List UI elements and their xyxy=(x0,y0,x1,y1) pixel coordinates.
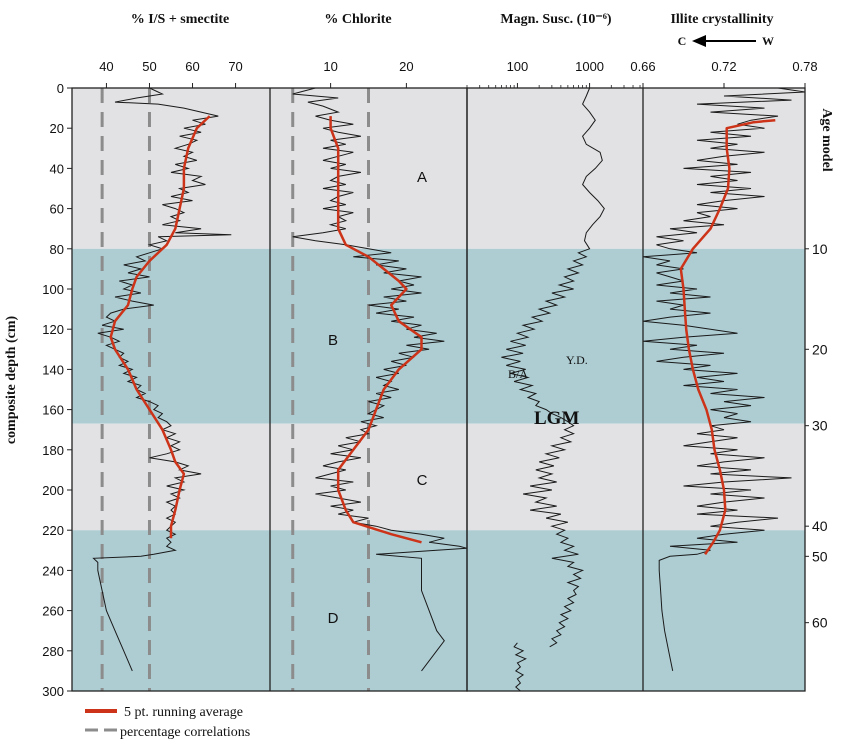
annotation-lgm: LGM xyxy=(534,408,579,429)
x-tick-label: 10 xyxy=(323,59,337,74)
raw-series-line xyxy=(501,87,605,648)
x-tick-label: 50 xyxy=(142,59,156,74)
age-tick-label: 60 xyxy=(812,615,828,631)
y-tick-label: 140 xyxy=(42,362,64,377)
legend: 5 pt. running average percentage correla… xyxy=(85,705,250,740)
zone-band-c xyxy=(72,423,805,531)
y-tick-label: 20 xyxy=(50,121,64,136)
y-tick-label: 200 xyxy=(42,483,64,498)
arrow-label-cold: C xyxy=(678,34,687,48)
zone-band-a xyxy=(72,88,805,249)
y-tick-label: 100 xyxy=(42,282,64,297)
y-tick-label: 0 xyxy=(57,81,64,96)
x-tick-label: 40 xyxy=(99,59,113,74)
legend-label-percentage-correlations: percentage correlations xyxy=(120,725,250,740)
panel-title-illite-crystallinity: Illite crystallinity xyxy=(670,12,773,27)
panel-title-smectite: % I/S + smectite xyxy=(131,12,230,27)
x-tick-label: 60 xyxy=(185,59,199,74)
zone-label-d: D xyxy=(328,610,339,627)
y-tick-label: 160 xyxy=(42,403,64,418)
y-tick-label: 40 xyxy=(50,161,64,176)
y-tick-label: 260 xyxy=(42,604,64,619)
arrow-label-warm: W xyxy=(762,34,774,48)
panel-title-magnetic-susceptibility: Magn. Susc. (10⁻⁶) xyxy=(500,12,611,27)
arrow-head-icon xyxy=(692,35,706,47)
panel-title-chlorite: % Chlorite xyxy=(324,12,391,27)
running-average-line xyxy=(109,115,211,539)
annotation-ba: B/A xyxy=(508,367,528,381)
zone-bands xyxy=(72,88,805,691)
y-tick-label: 300 xyxy=(42,684,64,699)
age-tick-label: 10 xyxy=(812,241,828,257)
raw-series-line xyxy=(513,642,527,692)
zone-band-d xyxy=(72,530,805,691)
y-tick-label: 180 xyxy=(42,443,64,458)
y-tick-label: 240 xyxy=(42,563,64,578)
y-tick-label: 80 xyxy=(50,242,64,257)
y-tick-label: 120 xyxy=(42,322,64,337)
labels: % I/S + smectite % Chlorite Magn. Susc. … xyxy=(4,12,834,627)
x-tick-label: 20 xyxy=(399,59,413,74)
reference-lines xyxy=(100,88,370,691)
raw-series-line xyxy=(292,87,468,672)
x-tick-label: 0.72 xyxy=(711,59,736,74)
zone-label-c: C xyxy=(417,472,428,489)
y-tick-label: 280 xyxy=(42,644,64,659)
panel-frames xyxy=(71,87,806,692)
age-axis-label: Age model xyxy=(819,108,834,171)
zone-label-a: A xyxy=(417,169,427,186)
annotation-yd: Y.D. xyxy=(566,353,588,367)
running-average-line xyxy=(679,118,776,555)
ticks: 40 50 60 70 10 20 100 1000 0.66 0.72 0.78 0 20 40 60 80… xyxy=(42,59,827,699)
x-tick-label: 0.78 xyxy=(792,59,817,74)
panel-frame xyxy=(466,87,806,692)
legend-label-running-average: 5 pt. running average xyxy=(124,705,243,720)
x-tick-label: 70 xyxy=(228,59,242,74)
data-series xyxy=(92,87,806,692)
x-tick-label: 100 xyxy=(507,59,529,74)
depth-axis-label: composite depth (cm) xyxy=(4,316,19,445)
running-average-line xyxy=(329,116,423,544)
age-tick-label: 30 xyxy=(812,418,828,434)
y-tick-label: 220 xyxy=(42,523,64,538)
x-tick-label: 0.66 xyxy=(630,59,655,74)
y-tick-label: 60 xyxy=(50,202,64,217)
zone-label-b: B xyxy=(328,332,338,349)
age-tick-label: 20 xyxy=(812,341,828,357)
x-tick-label: 1000 xyxy=(575,59,604,74)
age-tick-label: 50 xyxy=(812,548,828,564)
age-tick-label: 40 xyxy=(812,518,828,534)
